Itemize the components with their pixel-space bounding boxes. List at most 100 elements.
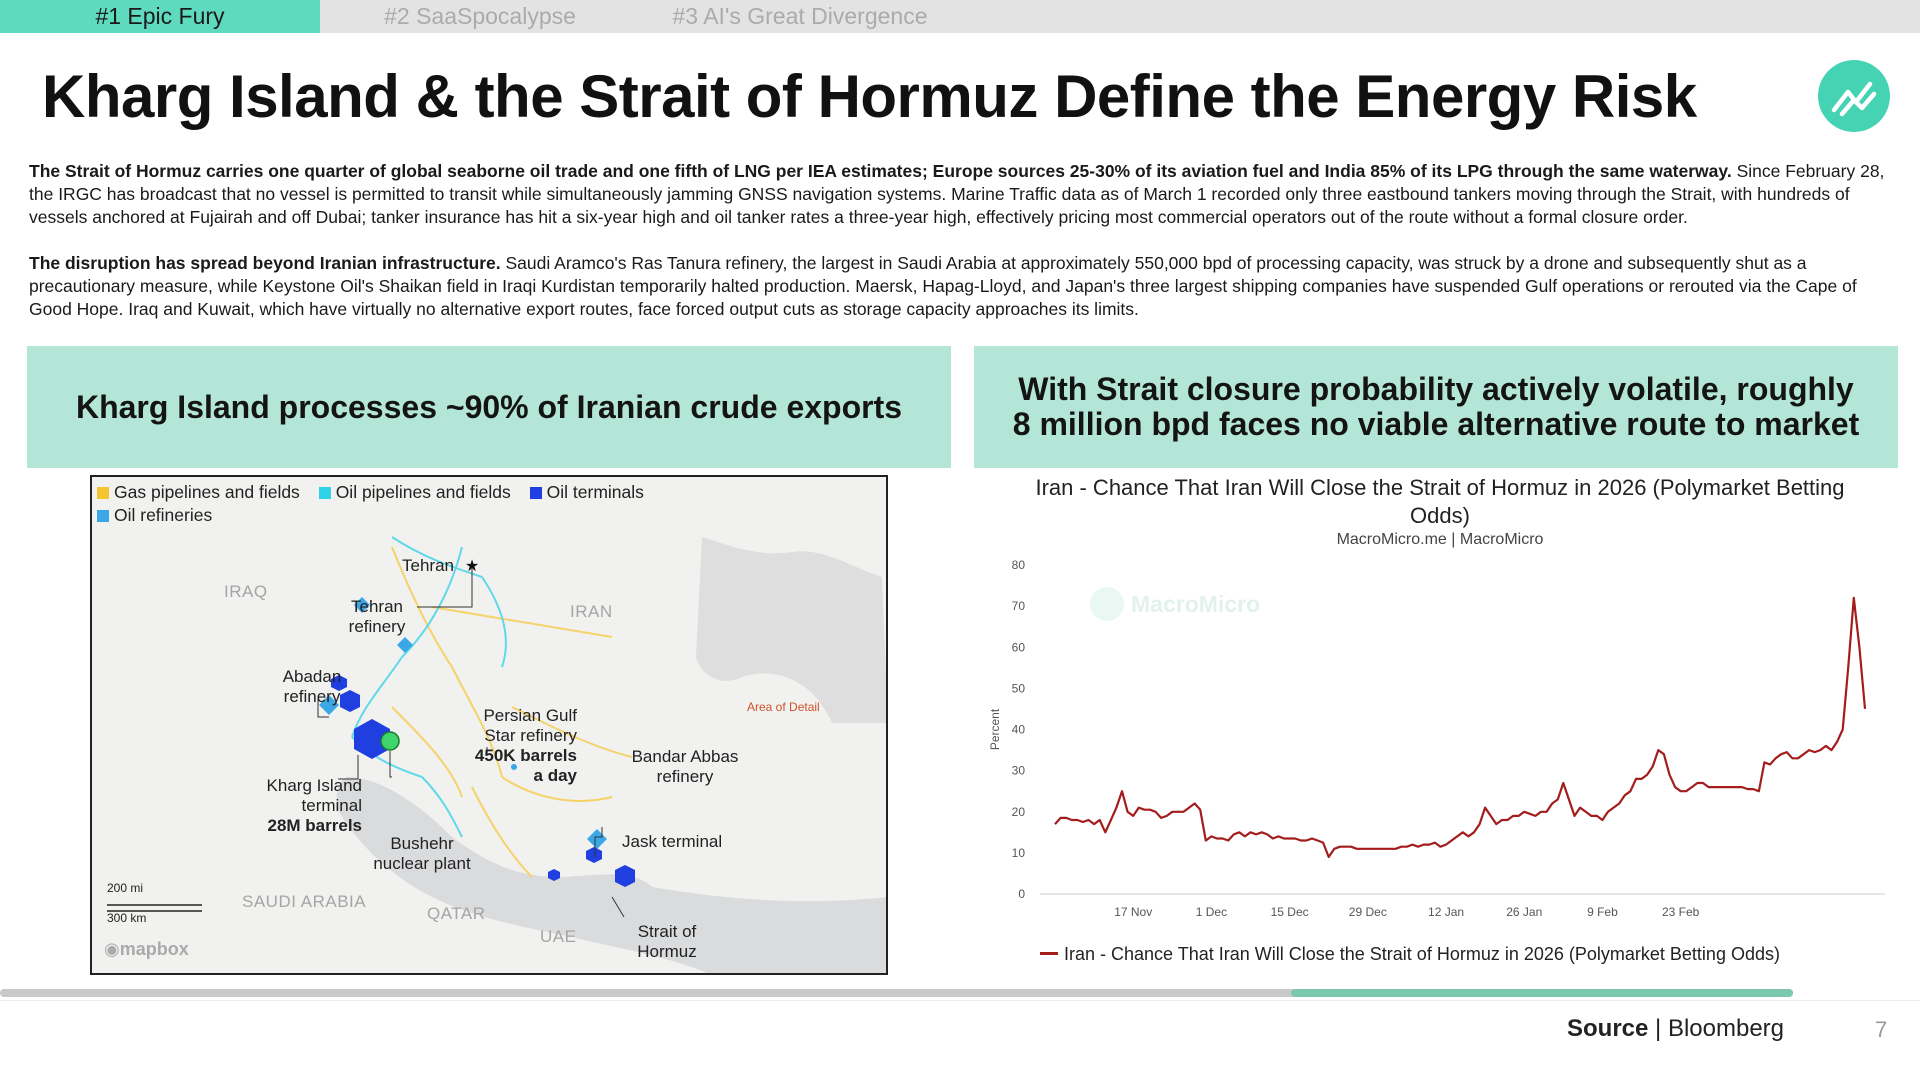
y-tick-label-2: 20 bbox=[1012, 805, 1026, 819]
label-kharg-island: Kharg Island terminal 28M barrels bbox=[212, 776, 362, 836]
label-bandar-line2: refinery bbox=[656, 767, 714, 786]
label-jask-terminal: Jask terminal bbox=[622, 832, 723, 851]
legend-gas: Gas pipelines and fields bbox=[97, 481, 300, 504]
x-tick-label-4: 12 Jan bbox=[1428, 905, 1464, 919]
scale-km-label: 300 km bbox=[107, 911, 147, 925]
chart-legend-label: Iran - Chance That Iran Will Close the S… bbox=[1064, 944, 1780, 964]
mapbox-icon: ◉ bbox=[104, 939, 120, 959]
label-persian-gulf-star: Persian Gulf Star refinery 450K barrels … bbox=[432, 706, 577, 786]
label-bushehr-line1: Bushehr bbox=[390, 834, 454, 853]
legend-oil-terminals: Oil terminals bbox=[529, 481, 644, 504]
y-tick-label-1: 10 bbox=[1012, 846, 1026, 860]
disruption-paragraph-lead: The disruption has spread beyond Iranian… bbox=[29, 253, 501, 273]
refinery-marker-2 bbox=[397, 637, 413, 653]
left-panel-header: Kharg Island processes ~90% of Iranian c… bbox=[27, 346, 951, 468]
oil-terminal-swatch-icon bbox=[529, 487, 542, 499]
oil-refinery-swatch-icon bbox=[97, 510, 109, 522]
scale-mi-label: 200 mi bbox=[107, 881, 144, 895]
page-number: 7 bbox=[1875, 1017, 1888, 1042]
gas-pipelines bbox=[391, 546, 633, 878]
label-persian-gulf-line2: Star refinery bbox=[484, 726, 577, 745]
y-tick-label-7: 70 bbox=[1012, 599, 1026, 613]
label-kharg-line3: 28M barrels bbox=[267, 816, 363, 835]
source-name: Bloomberg bbox=[1667, 1015, 1785, 1042]
x-tick-label-1: 1 Dec bbox=[1196, 905, 1227, 919]
disruption-paragraph: The disruption has spread beyond Iranian… bbox=[29, 252, 1899, 321]
energy-infrastructure-map: ★ Gas pipelines and fields Oil pipelines… bbox=[90, 475, 888, 975]
terminal-marker-1 bbox=[331, 675, 347, 691]
legend-oil-refineries: Oil refineries bbox=[97, 504, 212, 527]
label-tehran-refinery: Tehran refinery bbox=[332, 597, 422, 637]
macromicro-watermark-icon bbox=[1090, 587, 1124, 621]
intro-paragraph: The Strait of Hormuz carries one quarter… bbox=[29, 160, 1899, 229]
x-tick-label-7: 23 Feb bbox=[1662, 905, 1700, 919]
label-persian-gulf-line4: a day bbox=[533, 766, 577, 785]
x-tick-label-3: 29 Dec bbox=[1349, 905, 1387, 919]
disruption-paragraph-body: Saudi Aramco's Ras Tanura refinery, the … bbox=[29, 253, 1857, 319]
gulf-terminal-marker bbox=[548, 869, 560, 881]
tab-saaspocalypse[interactable]: #2 SaaSpocalypse bbox=[384, 3, 576, 29]
x-tick-label-0: 17 Nov bbox=[1114, 905, 1152, 919]
bushehr-nuclear-plant-marker bbox=[380, 731, 400, 751]
y-tick-label-8: 80 bbox=[1012, 558, 1026, 572]
page-title: Kharg Island & the Strait of Hormuz Defi… bbox=[42, 63, 1697, 130]
country-iraq: IRAQ bbox=[224, 582, 268, 601]
oil-pipeline-swatch-icon bbox=[318, 487, 331, 499]
watermark-text: MacroMicro bbox=[1131, 591, 1260, 617]
abadan-refinery-marker bbox=[319, 695, 339, 715]
label-abadan-line2: refinery bbox=[283, 687, 341, 706]
series-line bbox=[1054, 596, 1867, 859]
strait-terminal-marker bbox=[615, 865, 635, 887]
tab-ai-great-divergence[interactable]: #3 AI's Great Divergence bbox=[672, 3, 928, 29]
y-tick-label-5: 50 bbox=[1012, 681, 1026, 695]
legend-oil-pipelines: Oil pipelines and fields bbox=[318, 481, 511, 504]
x-tick-label-5: 26 Jan bbox=[1506, 905, 1542, 919]
trend-chart-icon bbox=[1818, 60, 1890, 132]
label-persian-gulf-line1: Persian Gulf bbox=[483, 706, 577, 725]
chart-title: Iran - Chance That Iran Will Close the S… bbox=[1035, 475, 1845, 528]
label-strait-of-hormuz: Strait of Hormuz bbox=[627, 922, 707, 962]
mapbox-logo: ◉mapbox bbox=[104, 939, 189, 959]
map-legend: Gas pipelines and fields Oil pipelines a… bbox=[97, 481, 658, 527]
deck-progress-bar bbox=[0, 989, 1793, 997]
deck-progress-fill bbox=[1290, 989, 1793, 997]
area-of-detail-label: Area of Detail bbox=[747, 700, 820, 714]
label-bushehr: Bushehr nuclear plant bbox=[342, 834, 502, 874]
y-tick-label-3: 30 bbox=[1012, 764, 1026, 778]
y-tick-label-4: 40 bbox=[1012, 723, 1026, 737]
label-abadan-line1: Abadan bbox=[282, 667, 342, 686]
intro-paragraph-lead: The Strait of Hormuz carries one quarter… bbox=[29, 161, 1732, 181]
persian-gulf-water bbox=[336, 777, 886, 973]
map-geography: ★ bbox=[107, 536, 886, 973]
x-axis-ticks: 17 Nov 1 Dec 15 Dec 29 Dec 12 Jan 26 Jan 9 Feb… bbox=[1114, 905, 1699, 919]
label-kharg-line2: terminal bbox=[301, 796, 362, 815]
right-panel-header: With Strait closure probability actively… bbox=[974, 346, 1898, 468]
mapbox-wordmark: mapbox bbox=[119, 939, 189, 959]
jask-terminal-marker bbox=[586, 847, 602, 863]
map-leader-lines bbox=[317, 569, 625, 918]
small-facility-marker bbox=[511, 764, 517, 770]
country-iran: IRAN bbox=[570, 602, 613, 621]
gulf-of-oman-water bbox=[652, 887, 886, 973]
country-uae: UAE bbox=[540, 927, 577, 946]
right-panel-header-text: With Strait closure probability actively… bbox=[1012, 371, 1860, 442]
section-tab-bar: #1 Epic Fury #2 SaaSpocalypse #3 AI's Gr… bbox=[0, 0, 1920, 33]
label-abadan-refinery: Abadan refinery bbox=[267, 667, 357, 707]
label-tehran: Tehran bbox=[402, 556, 454, 575]
label-bushehr-line2: nuclear plant bbox=[373, 854, 471, 873]
source-separator: | bbox=[1648, 1015, 1668, 1042]
inset-landmass bbox=[696, 537, 886, 723]
legend-gas-label: Gas pipelines and fields bbox=[114, 482, 300, 502]
y-tick-label-6: 60 bbox=[1012, 640, 1026, 654]
bandar-abbas-refinery-marker bbox=[587, 829, 607, 849]
label-kharg-line1: Kharg Island bbox=[266, 776, 362, 795]
chart-watermark: MacroMicro bbox=[1090, 587, 1260, 621]
legend-oil-pipelines-label: Oil pipelines and fields bbox=[335, 482, 511, 502]
label-strait-line2: Hormuz bbox=[637, 942, 697, 961]
y-axis-title: Percent bbox=[988, 708, 1002, 750]
tab-epic-fury[interactable]: #1 Epic Fury bbox=[0, 0, 320, 33]
intro-paragraph-body: Since February 28, the IRGC has broadcas… bbox=[29, 161, 1885, 227]
terminal-marker-2 bbox=[340, 690, 360, 712]
x-tick-label-2: 15 Dec bbox=[1271, 905, 1309, 919]
chart-subtitle: MacroMicro.me | MacroMicro bbox=[1336, 531, 1544, 548]
